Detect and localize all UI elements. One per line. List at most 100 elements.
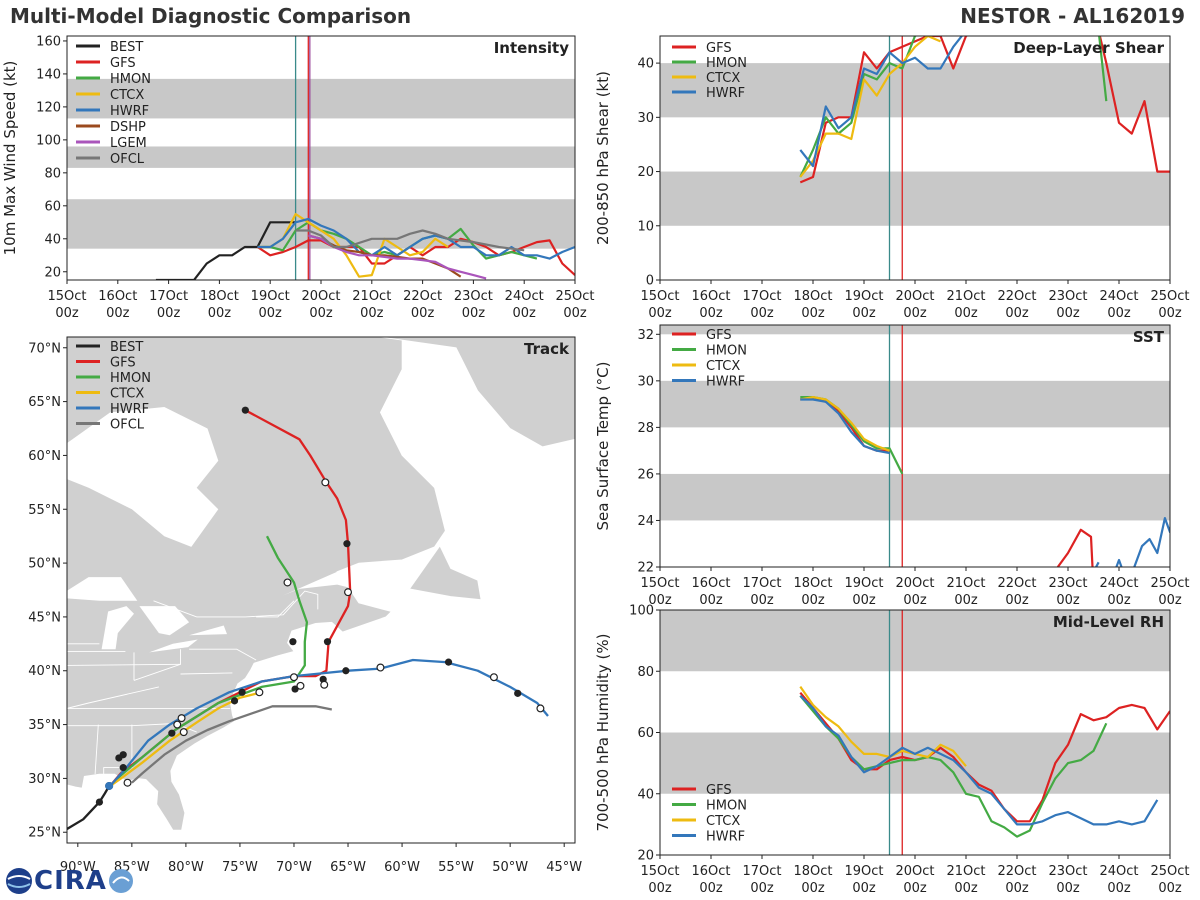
intensity-legend-label-hmon: HMON — [110, 72, 151, 87]
intensity-shaded-band — [67, 146, 575, 168]
intensity-legend-label-lgem: LGEM — [110, 136, 147, 151]
track-ytick-label: 65°N — [28, 395, 61, 410]
shear-series-hwrf — [799, 36, 964, 168]
rh-ytick-label: 80 — [637, 665, 654, 680]
track-marker-filled — [343, 540, 351, 548]
track-ytick-label: 55°N — [28, 503, 61, 518]
great-lake — [101, 606, 134, 650]
track-marker-filled — [238, 688, 246, 696]
intensity-legend-label-ofcl: OFCL — [110, 152, 145, 167]
track-xtick-label: 75°W — [222, 860, 258, 875]
panel-rh: 20 40 60 80 100 15Oct 00z 16Oct 00z 17Oct 00z 18Oct… — [594, 604, 1190, 897]
intensity-legend-label-best: BEST — [110, 40, 143, 55]
sst-series-hwrf — [1115, 558, 1123, 567]
rh-xtick-date: 15Oct — [640, 864, 679, 879]
track-xtick-label: 80°W — [168, 860, 204, 875]
intensity-ytick-label: 40 — [44, 232, 61, 247]
intensity-xtick-date: 19Oct — [251, 289, 290, 304]
track-xtick-label: 45°W — [546, 860, 582, 875]
rh-xtick-hour: 00z — [750, 881, 774, 896]
intensity-series-lgem — [308, 234, 487, 280]
panel-intensity: 20 40 60 80 100 120 140 160 15Oct 00z 16Oct 00z 17Oc… — [1, 34, 595, 321]
shear-xtick-date: 25Oct — [1150, 289, 1189, 304]
intensity-series-gfs — [256, 237, 575, 276]
track-marker-filled — [342, 667, 350, 675]
rh-ytick-label: 60 — [637, 726, 654, 741]
rh-xtick-hour: 00z — [852, 881, 876, 896]
intensity-series-dshp — [308, 234, 462, 278]
track-marker-open — [179, 728, 188, 737]
track-xtick-label: 70°W — [276, 860, 312, 875]
rh-xtick-date: 16Oct — [691, 864, 730, 879]
track-marker-open — [255, 688, 264, 697]
state-border — [189, 648, 257, 661]
rh-xtick-hour: 00z — [1056, 881, 1080, 896]
shear-legend-label-hmon: HMON — [706, 56, 747, 71]
sst-xtick-date: 18Oct — [793, 576, 832, 591]
intensity-shaded-band — [67, 78, 575, 119]
track-legend-label-best: BEST — [110, 340, 143, 355]
rh-ytick-label: 100 — [629, 604, 654, 619]
sst-ytick-label: 26 — [637, 467, 654, 482]
shear-xtick-date: 24Oct — [1099, 289, 1138, 304]
intensity-xtick-date: 20Oct — [301, 289, 340, 304]
intensity-xtick-hour: 00z — [259, 306, 283, 321]
track-xtick-label: 60°W — [384, 860, 420, 875]
shear-xtick-hour: 00z — [954, 306, 978, 321]
track-ytick-label: 25°N — [28, 826, 61, 841]
track-marker-open — [173, 720, 182, 729]
shear-xtick-hour: 00z — [1056, 306, 1080, 321]
shear-ytick-label: 10 — [637, 219, 654, 234]
rh-shaded-band — [660, 732, 1170, 794]
track-series-hwrf — [109, 658, 549, 787]
track-marker-filled — [119, 764, 127, 772]
track-marker-filled — [323, 638, 332, 646]
track-ytick-label: 40°N — [28, 664, 61, 679]
storm-title: NESTOR - AL162019 — [960, 4, 1185, 28]
great-lake — [189, 625, 227, 636]
rh-xtick-hour: 00z — [648, 881, 672, 896]
sst-legend-label-hwrf: HWRF — [706, 375, 745, 390]
track-marker-open — [177, 714, 186, 723]
shear-xtick-date: 16Oct — [691, 289, 730, 304]
rh-xtick-date: 17Oct — [742, 864, 781, 879]
rh-xtick-hour: 00z — [903, 881, 927, 896]
sst-series-hwrf — [1133, 516, 1170, 567]
shear-ytick-label: 20 — [637, 165, 654, 180]
globe-icon — [6, 868, 32, 894]
state-border — [67, 723, 197, 733]
track-xtick-label: 65°W — [330, 860, 366, 875]
sst-legend-label-hmon: HMON — [706, 344, 747, 359]
shear-xtick-date: 17Oct — [742, 289, 781, 304]
sst-shaded-band — [660, 325, 1170, 335]
shear-plot-area — [660, 36, 1170, 280]
rh-title: Mid-Level RH — [1053, 613, 1164, 631]
intensity-xtick-date: 21Oct — [352, 289, 391, 304]
rh-legend-label-gfs: GFS — [706, 783, 732, 798]
shear-xtick-date: 18Oct — [793, 289, 832, 304]
intensity-xtick-date: 25Oct — [555, 289, 594, 304]
track-marker-filled — [230, 697, 239, 705]
shear-xtick-date: 22Oct — [997, 289, 1036, 304]
intensity-legend-label-dshp: DSHP — [110, 120, 146, 135]
rh-xtick-hour: 00z — [699, 881, 723, 896]
intensity-ytick-label: 120 — [36, 100, 61, 115]
track-marker-open — [296, 681, 305, 690]
intensity-ytick-label: 160 — [36, 34, 61, 49]
track-legend-label-hwrf: HWRF — [110, 402, 149, 417]
track-ytick-label: 60°N — [28, 449, 61, 464]
track-marker-open — [289, 673, 298, 682]
sst-xtick-date: 20Oct — [895, 576, 934, 591]
state-border — [180, 672, 233, 675]
intensity-ylabel: 10m Max Wind Speed (kt) — [1, 61, 19, 256]
shear-ytick-label: 0 — [646, 274, 654, 289]
state-border — [94, 724, 99, 775]
intensity-ytick-label: 140 — [36, 67, 61, 82]
shear-xtick-date: 23Oct — [1048, 289, 1087, 304]
track-marker-filled — [444, 658, 453, 666]
shear-xtick-date: 15Oct — [640, 289, 679, 304]
track-marker-filled — [514, 689, 522, 697]
track-series-ofcl — [131, 705, 333, 784]
